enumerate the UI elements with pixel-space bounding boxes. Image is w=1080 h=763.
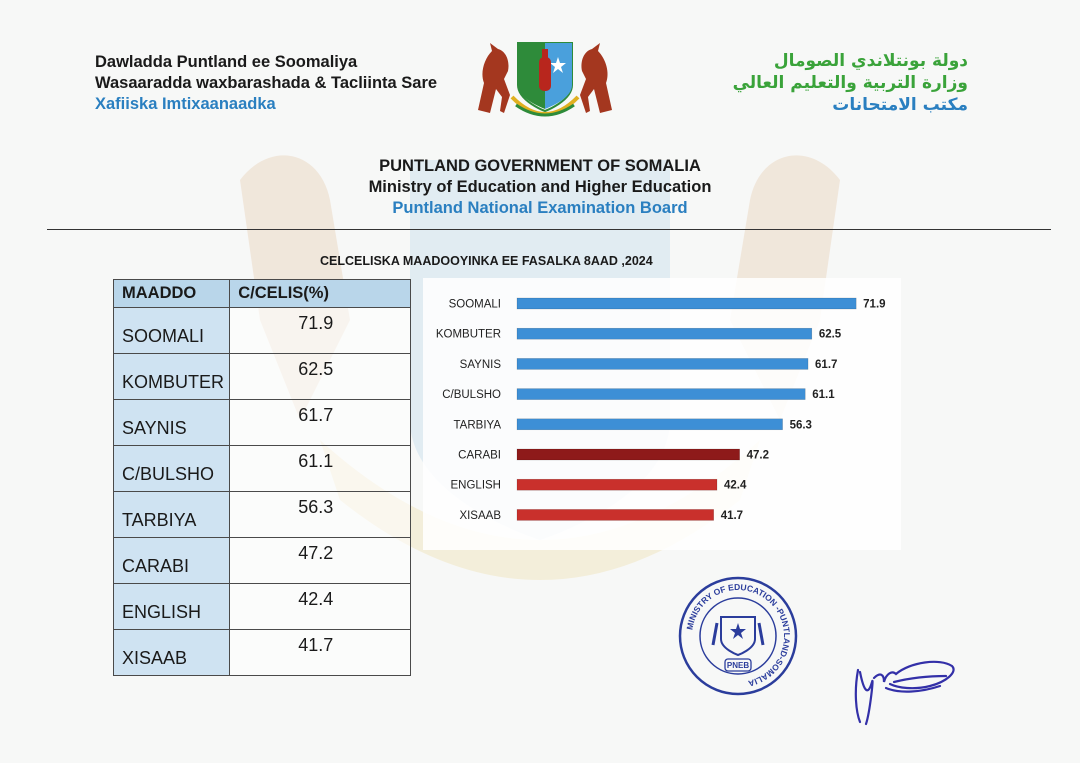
header-left-line2: Wasaaradda waxbarashada & Tacliinta Sare: [95, 74, 438, 92]
col-subject-header: MAADDO: [112, 279, 231, 308]
table-row: CARABI 47.2: [112, 537, 411, 584]
category-label: KOMBUTER: [436, 329, 501, 341]
data-label: 56.3: [790, 419, 812, 431]
header-right-line2: وزارة التربية والتعليم العالي: [732, 73, 968, 93]
bar: [516, 478, 718, 491]
subject-cell: CARABI: [112, 537, 231, 584]
table-row: SAYNIS 61.7: [112, 399, 411, 446]
header-left-line1: Dawladda Puntland ee Soomaliya: [95, 53, 358, 71]
average-cell: 62.5: [229, 353, 411, 400]
data-label: 47.2: [747, 450, 769, 462]
table-row: ENGLISH 42.4: [112, 583, 411, 630]
data-label: 61.1: [812, 389, 835, 401]
official-stamp: MINISTRY OF EDUCATION -PUNTLAND-SOMALIA …: [678, 576, 798, 696]
bar-chart: SOOMALI 71.9 KOMBUTER 62.5 SAYNIS 61.7 C/BULSH…: [423, 278, 901, 550]
average-cell: 56.3: [229, 491, 411, 538]
header-left: Dawladda Puntland ee Soomaliya Wasaaradd…: [95, 52, 437, 115]
header-divider: [47, 229, 1051, 230]
category-label: ENGLISH: [451, 480, 502, 492]
data-label: 41.7: [721, 510, 743, 522]
col-average-header: C/CELIS(%): [229, 279, 411, 308]
average-cell: 71.9: [229, 307, 411, 354]
data-label: 71.9: [863, 299, 885, 311]
header-center-line3: Puntland National Examination Board: [392, 199, 688, 217]
subject-cell: SAYNIS: [112, 399, 231, 446]
data-label: 61.7: [815, 359, 837, 371]
table-row: SOOMALI 71.9: [112, 307, 411, 354]
header-right-arabic: دولة بونتلاندي الصومال وزارة التربية وال…: [733, 50, 968, 116]
category-label: SOOMALI: [449, 299, 501, 311]
header-right-line3: مكتب الامتحانات: [832, 95, 968, 115]
table-row: KOMBUTER 62.5: [112, 353, 411, 400]
subject-cell: KOMBUTER: [112, 353, 231, 400]
table-title: CELCELISKA MAADOOYINKA EE FASALKA 8AAD ,…: [320, 254, 653, 268]
subject-averages-table: MAADDO C/CELIS(%) SOOMALI 71.9 KOMBUTER …: [112, 279, 411, 676]
table-row: XISAAB 41.7: [112, 629, 411, 676]
header-center-line1: PUNTLAND GOVERNMENT OF SOMALIA: [379, 157, 701, 175]
bar: [516, 327, 813, 340]
signature: [854, 660, 955, 726]
header-right-line1: دولة بونتلاندي الصومال: [773, 51, 968, 71]
average-cell: 41.7: [229, 629, 411, 676]
category-label: C/BULSHO: [442, 389, 501, 401]
header-center-line2: Ministry of Education and Higher Educati…: [368, 178, 712, 196]
average-cell: 47.2: [229, 537, 411, 584]
bar: [516, 509, 714, 521]
average-cell: 61.1: [229, 445, 411, 492]
category-label: TARBIYA: [454, 419, 502, 431]
category-label: XISAAB: [459, 510, 501, 522]
table-row: C/BULSHO 61.1: [112, 445, 411, 492]
coat-of-arms-emblem: [478, 42, 612, 117]
bar-chart-svg: SOOMALI 71.9 KOMBUTER 62.5 SAYNIS 61.7 C/BULSH…: [436, 297, 886, 522]
header-center: PUNTLAND GOVERNMENT OF SOMALIA Ministry …: [300, 156, 780, 219]
table-row: TARBIYA 56.3: [112, 491, 411, 538]
average-cell: 61.7: [229, 399, 411, 446]
subject-cell: XISAAB: [112, 629, 231, 676]
subject-cell: C/BULSHO: [112, 445, 231, 492]
average-cell: 42.4: [229, 583, 411, 630]
category-label: SAYNIS: [460, 359, 502, 371]
subject-cell: SOOMALI: [112, 307, 231, 354]
bar: [516, 388, 806, 400]
subject-cell: ENGLISH: [112, 583, 231, 630]
data-label: 42.4: [724, 480, 747, 492]
bar: [516, 297, 857, 310]
bar: [516, 448, 740, 461]
bar: [516, 418, 783, 431]
stamp-center-text: PNEB: [727, 661, 749, 670]
header-left-line3: Xafiiska Imtixaanaadka: [95, 95, 276, 113]
subject-cell: TARBIYA: [112, 491, 231, 538]
table-header-row: MAADDO C/CELIS(%): [112, 279, 411, 308]
category-label: CARABI: [458, 450, 501, 462]
data-label: 62.5: [819, 329, 842, 341]
bar: [516, 358, 809, 370]
